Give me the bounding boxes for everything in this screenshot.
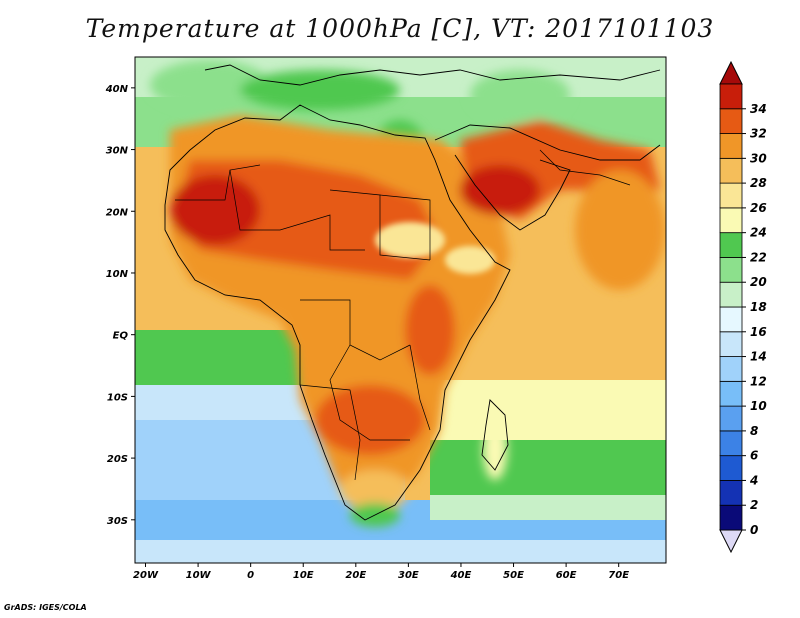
lon-tick-label: 50E [503,570,524,581]
colorbar-swatch [719,380,743,407]
colorbar-swatch [719,157,743,184]
colorbar-swatch [719,232,743,258]
colorbar-swatch [719,257,743,283]
lat-tick-label: 40N [105,84,129,95]
colorbar-label: 6 [750,449,758,463]
colorbar-label: 14 [750,350,767,364]
colorbar-swatch [719,306,743,333]
lon-tick-label: 60E [556,570,577,581]
chart-title: Temperature at 1000hPa [C], VT: 20171011… [85,14,715,43]
southern-ocean-cyan [135,540,666,563]
colorbar-swatch [719,108,743,134]
lat-tick-label: 20N [106,207,129,218]
colorbar-under-arrow [719,529,743,554]
colorbar-over-arrow [719,60,743,85]
latitude-axis: 40N 30N 20N 10N EQ 10S 20S 30S [105,84,135,527]
lon-tick-label: 10W [186,570,212,581]
colorbar-label: 30 [750,151,767,165]
lon-tick-label: 20W [133,570,159,581]
lat-tick-label: EQ [113,331,129,342]
colorbar-label: 12 [750,374,767,388]
colorbar-label: 2 [750,498,758,512]
colorbar-swatch [719,83,743,110]
lon-tick-label: 10E [293,570,314,581]
lat-tick-label: 20S [107,454,128,465]
lon-tick-label: 70E [608,570,629,581]
colorbar-label: 24 [750,226,767,240]
lat-tick-label: 10S [107,392,128,403]
country-borders [175,149,631,481]
coastlines [164,64,661,521]
colorbar-swatch [719,207,743,234]
colorbar-label: 32 [750,127,767,141]
colorbar-swatch [719,331,743,357]
colorbar-label: 26 [750,201,767,215]
colorbar-label: 20 [750,275,767,289]
colorbar-label: 0 [750,523,758,537]
lon-tick-label: 40E [450,570,472,581]
grads-credit: GrADS: IGES/COLA [4,603,87,612]
lon-tick-label: 20E [345,570,366,581]
colorbar-label: 8 [750,424,758,438]
lat-tick-label: 30N [106,146,129,157]
lat-tick-label: 30S [107,516,128,527]
colorbar-label: 10 [750,399,767,413]
colorbar-label: 18 [750,300,767,314]
map-frame [134,56,667,564]
colorbar-label: 16 [750,325,767,339]
colorbar-swatch [719,133,743,159]
colorbar-swatch [719,455,743,481]
indian-ocean-green [430,440,666,505]
indian-ocean-pale [430,495,666,520]
longitude-axis: 20W 10W 0 10E 20E 30E 40E 50E 60E 70E [133,563,629,581]
colorbar-swatch [719,480,743,506]
colorbar-swatch [719,430,743,457]
colorbar-swatch [719,281,743,308]
colorbar-label: 28 [750,176,767,190]
colorbar-label: 22 [750,250,767,264]
colorbar-label: 34 [750,102,767,116]
colorbar-swatch [719,182,743,209]
lat-tick-label: 10N [106,269,129,280]
lon-tick-label: 0 [247,570,254,581]
indian-ocean-yellow [430,380,666,440]
colorbar-label: 4 [749,473,758,487]
colorbar-swatch [719,405,743,432]
lon-tick-label: 30E [398,570,419,581]
colorbar-swatch [719,504,743,531]
map-field [135,57,666,563]
colorbar-swatch [719,356,743,382]
